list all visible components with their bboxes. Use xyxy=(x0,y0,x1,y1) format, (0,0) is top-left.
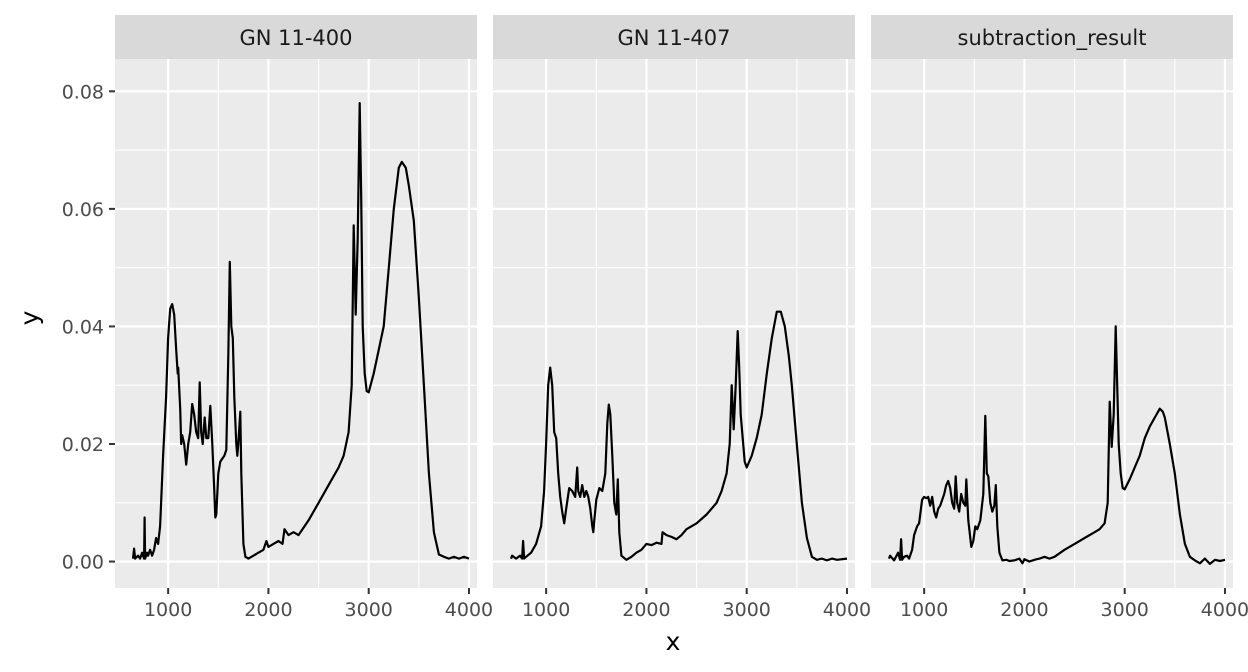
x-tick-label: 1000 xyxy=(900,599,948,621)
series-line xyxy=(887,325,1226,565)
x-tick-label: 1000 xyxy=(522,599,570,621)
y-tick-label: 0.08 xyxy=(62,81,104,103)
x-tick-label: 4000 xyxy=(1201,599,1248,621)
x-tick-label: 4000 xyxy=(445,599,493,621)
facet-strip xyxy=(493,15,855,59)
x-tick-label: 1000 xyxy=(144,599,192,621)
y-tick-label: 0.04 xyxy=(62,316,104,338)
facet-panel-1: GN 11-400 xyxy=(115,15,477,588)
x-tick-label: 3000 xyxy=(345,599,393,621)
facet-panel-2: GN 11-407 xyxy=(493,15,855,588)
x-tick-label: 2000 xyxy=(1000,599,1048,621)
facet-panel-3: subtraction_result xyxy=(871,15,1233,588)
facet-strip-label: GN 11-407 xyxy=(617,26,730,50)
y-tick-label: 0.06 xyxy=(62,199,104,221)
panel-background xyxy=(493,59,855,588)
facet-strip-label: GN 11-400 xyxy=(239,26,352,50)
facet-strip xyxy=(115,15,477,59)
x-axis-ticks: 1000 2000 3000 4000 1000 2000 3000 4000 1000 2000… xyxy=(144,588,1248,621)
x-tick-label: 4000 xyxy=(823,599,871,621)
series-line xyxy=(131,102,470,560)
y-axis-title: y xyxy=(15,310,44,325)
x-axis-title: x xyxy=(666,627,681,656)
series-line xyxy=(509,310,848,562)
x-tick-label: 2000 xyxy=(622,599,670,621)
x-tick-label: 3000 xyxy=(1101,599,1149,621)
y-axis: 0.00 0.02 0.04 0.06 0.08 xyxy=(62,81,115,574)
y-tick-label: 0.00 xyxy=(62,552,104,574)
facet-strip-label: subtraction_result xyxy=(958,26,1147,51)
x-tick-label: 3000 xyxy=(723,599,771,621)
y-tick-label: 0.02 xyxy=(62,434,104,456)
x-tick-label: 2000 xyxy=(244,599,292,621)
facet-strip xyxy=(871,15,1233,59)
